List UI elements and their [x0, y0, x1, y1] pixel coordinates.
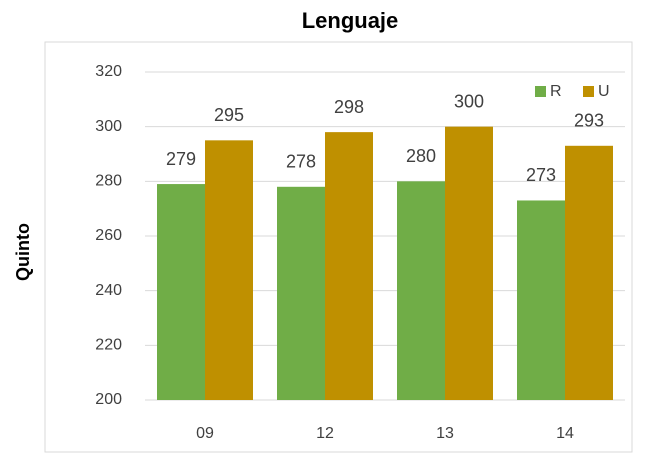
y-tick-label: 220 — [95, 337, 122, 354]
legend-swatch — [583, 86, 594, 97]
y-tick-label: 200 — [95, 391, 122, 408]
y-tick-label: 300 — [95, 118, 122, 135]
data-label: 279 — [166, 149, 196, 169]
y-tick-label: 260 — [95, 227, 122, 244]
chart-border — [44, 41, 633, 453]
y-tick-label: 240 — [95, 282, 122, 299]
y-tick-label: 320 — [95, 63, 122, 80]
data-label: 300 — [454, 91, 484, 111]
x-tick-label: 12 — [316, 425, 334, 442]
bar — [205, 140, 253, 401]
chart-title: Lenguaje — [302, 8, 399, 33]
data-label: 278 — [286, 152, 316, 172]
data-label: 280 — [406, 146, 436, 166]
y-axis-label: Quinto — [13, 223, 33, 281]
bar — [445, 126, 493, 401]
data-label: 295 — [214, 105, 244, 125]
bar — [565, 145, 613, 400]
bar — [157, 184, 205, 400]
bar — [517, 200, 565, 400]
legend-swatch — [535, 86, 546, 97]
x-tick-label: 14 — [556, 425, 574, 442]
bar — [277, 186, 325, 400]
y-tick-label: 280 — [95, 173, 122, 190]
bar — [397, 181, 445, 400]
bar — [325, 132, 373, 400]
x-tick-label: 09 — [196, 425, 214, 442]
data-label: 298 — [334, 97, 364, 117]
data-label: 293 — [574, 111, 604, 131]
data-label: 273 — [526, 165, 556, 185]
legend-label: R — [550, 83, 562, 100]
legend-label: U — [598, 83, 610, 100]
x-tick-label: 13 — [436, 425, 454, 442]
